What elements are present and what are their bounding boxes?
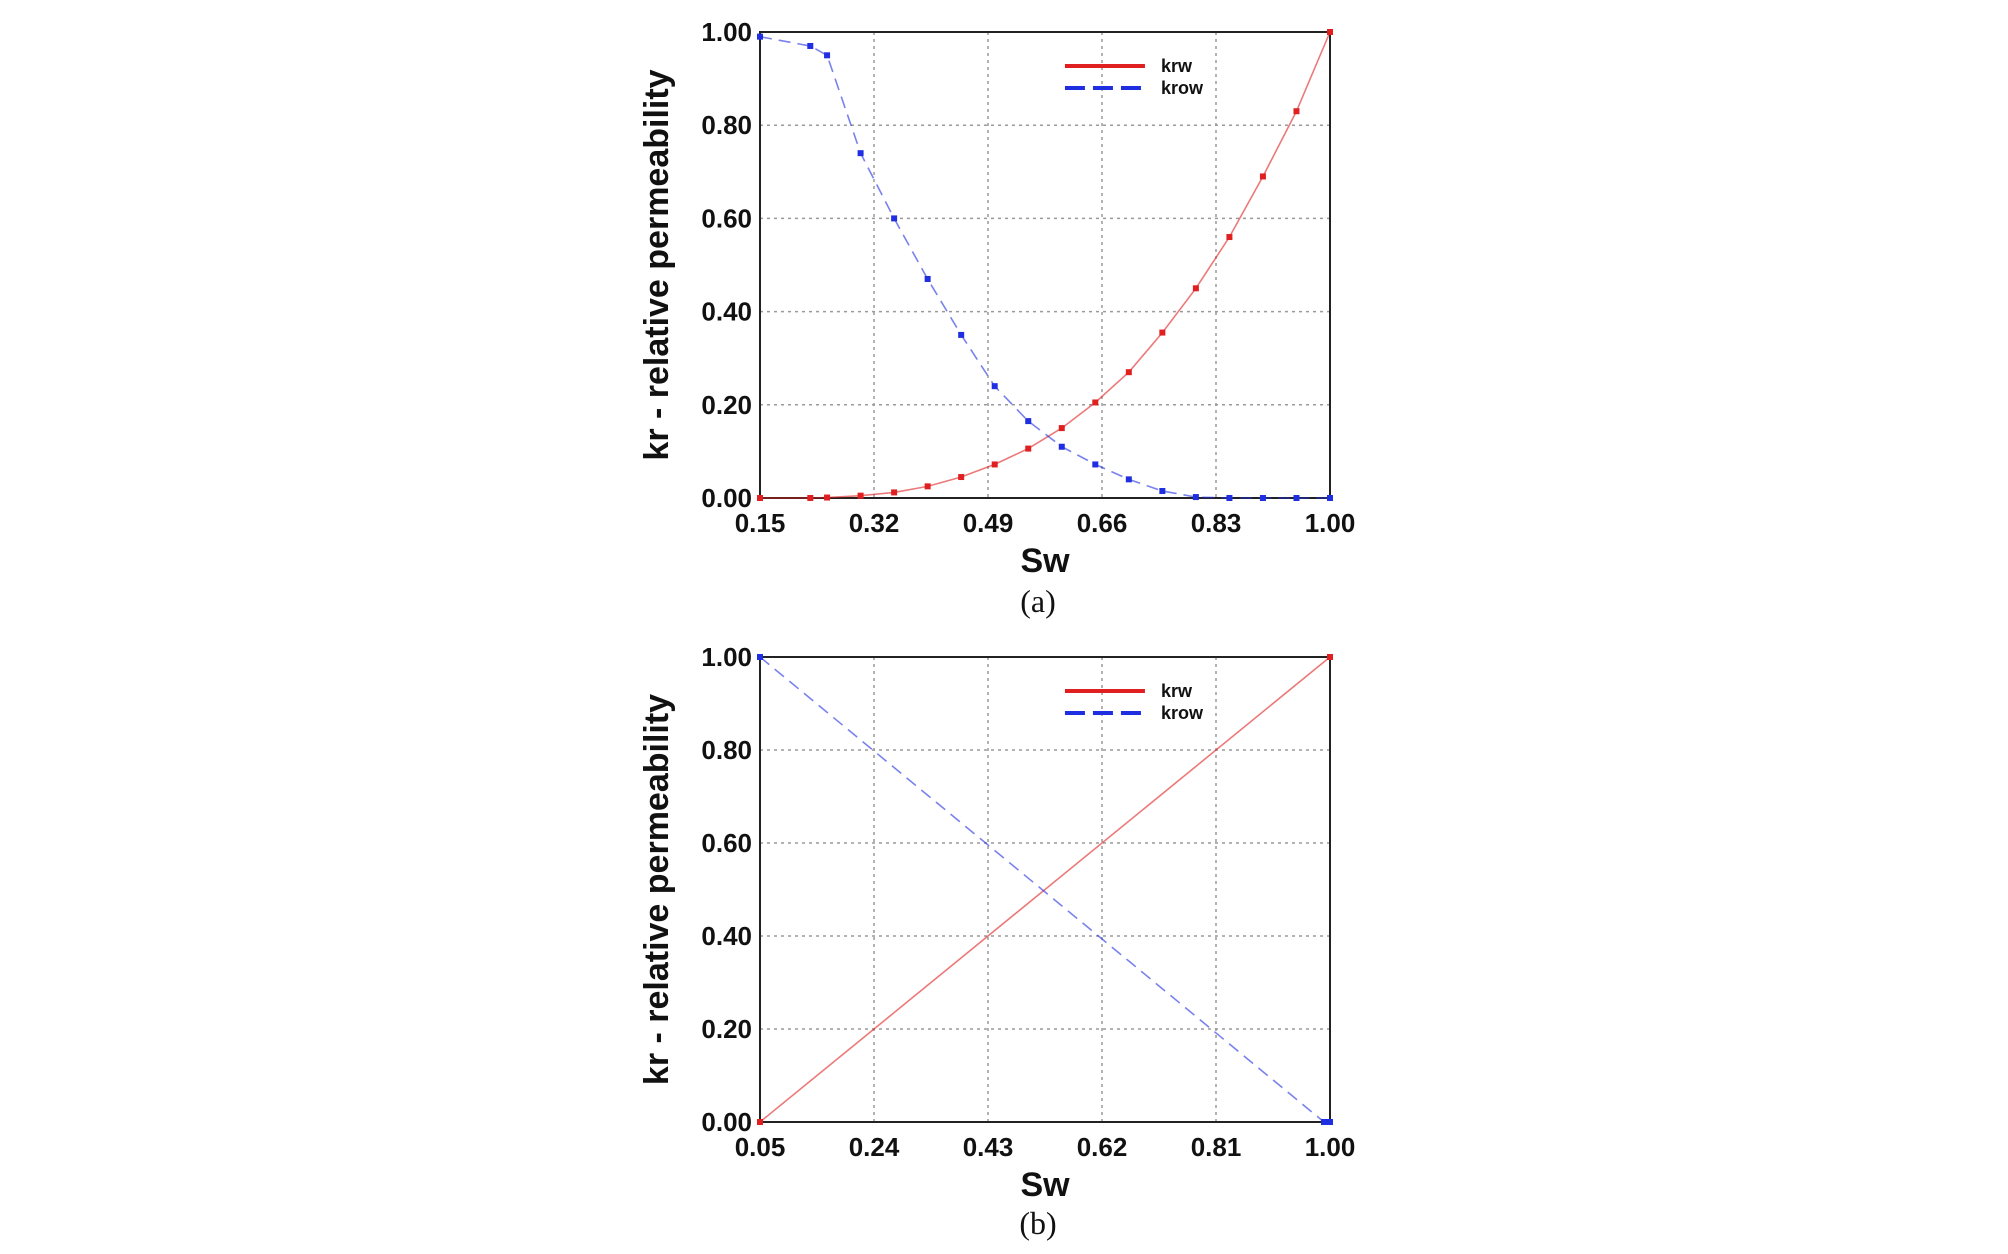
x-tick-label: 0.24 bbox=[849, 1132, 900, 1162]
data-point-krow bbox=[1327, 495, 1333, 501]
legend-label-krw: krw bbox=[1161, 56, 1193, 76]
y-tick-label: 0.40 bbox=[701, 297, 752, 327]
series-line-krw bbox=[760, 31, 1331, 499]
data-point-krw bbox=[757, 1119, 763, 1125]
data-point-krw bbox=[757, 495, 763, 501]
y-tick-label: 0.00 bbox=[701, 483, 752, 513]
x-tick-label: 0.81 bbox=[1191, 1132, 1242, 1162]
x-tick-label: 1.00 bbox=[1305, 508, 1356, 538]
y-axis-label: kr - relative permeability bbox=[638, 69, 676, 460]
y-tick-label: 0.20 bbox=[701, 390, 752, 420]
data-point-krow bbox=[1259, 495, 1266, 501]
data-point-krow bbox=[1321, 1119, 1327, 1125]
data-point-krow bbox=[991, 383, 998, 390]
data-point-krow bbox=[891, 215, 898, 222]
data-point-krow bbox=[1327, 1119, 1333, 1125]
data-point-krow bbox=[1226, 495, 1233, 501]
data-point-krw bbox=[924, 483, 931, 490]
x-tick-label: 0.62 bbox=[1077, 1132, 1128, 1162]
y-tick-label: 0.40 bbox=[701, 921, 752, 951]
data-point-krow bbox=[1058, 443, 1065, 450]
data-point-krow bbox=[958, 331, 965, 338]
y-tick-label: 0.20 bbox=[701, 1014, 752, 1044]
y-tick-label: 0.00 bbox=[701, 1107, 752, 1137]
data-point-krw bbox=[857, 492, 864, 499]
data-point-krow bbox=[1025, 418, 1032, 425]
y-tick-label: 0.80 bbox=[701, 110, 752, 140]
data-point-krw bbox=[824, 494, 831, 501]
data-point-krw bbox=[1159, 329, 1166, 336]
data-point-krw bbox=[958, 474, 965, 481]
data-point-krw bbox=[891, 489, 898, 496]
data-point-krw bbox=[1327, 29, 1333, 35]
x-tick-label: 0.66 bbox=[1077, 508, 1128, 538]
data-point-krow bbox=[807, 42, 814, 49]
series-line-krow bbox=[759, 35, 1330, 499]
x-tick-label: 0.43 bbox=[963, 1132, 1014, 1162]
y-tick-label: 1.00 bbox=[701, 17, 752, 47]
x-tick-label: 0.05 bbox=[735, 1132, 786, 1162]
y-axis-label: kr - relative permeability bbox=[638, 694, 676, 1085]
data-point-krow bbox=[757, 33, 763, 40]
data-point-krow bbox=[824, 52, 831, 59]
plot-frame bbox=[759, 656, 1331, 1123]
x-axis-label: Sw bbox=[1020, 1166, 1070, 1204]
x-axis-label: Sw bbox=[1020, 542, 1070, 580]
panel-caption: (b) bbox=[1019, 1205, 1056, 1241]
data-point-krw bbox=[1192, 285, 1199, 292]
data-point-krow bbox=[1293, 495, 1300, 501]
data-point-krow bbox=[757, 654, 763, 660]
data-point-krw bbox=[1293, 108, 1300, 115]
legend-label-krow: krow bbox=[1161, 78, 1204, 98]
x-tick-label: 1.00 bbox=[1305, 1132, 1356, 1162]
data-point-krow bbox=[1159, 488, 1166, 495]
chart-panel-a: 0.15 0.32 0.49 0.66 0.83 1.00 0.00 0.20 0.40 0.60… bbox=[638, 17, 1355, 619]
x-tick-label: 0.83 bbox=[1191, 508, 1242, 538]
x-tick-label: 0.49 bbox=[963, 508, 1014, 538]
data-point-krw bbox=[1125, 369, 1132, 376]
x-tick-label: 0.32 bbox=[849, 508, 900, 538]
data-point-krw bbox=[1058, 425, 1065, 432]
panel-caption: (a) bbox=[1020, 583, 1056, 619]
data-point-krow bbox=[1092, 461, 1099, 468]
data-point-krw bbox=[1092, 399, 1099, 406]
data-point-krw bbox=[1259, 173, 1266, 180]
data-point-krw bbox=[1025, 445, 1032, 452]
y-tick-label: 1.00 bbox=[701, 642, 752, 672]
data-point-krow bbox=[857, 150, 864, 157]
data-point-krw bbox=[807, 495, 814, 501]
plot-frame bbox=[759, 31, 1331, 499]
data-point-krw bbox=[1226, 234, 1233, 241]
chart-panel-b: 0.05 0.24 0.43 0.62 0.81 1.00 0.00 0.20 0.40 0.60… bbox=[638, 642, 1355, 1241]
y-tick-label: 0.60 bbox=[701, 828, 752, 858]
data-point-krw bbox=[1327, 654, 1333, 660]
data-point-krow bbox=[924, 275, 931, 282]
legend-label-krw: krw bbox=[1161, 681, 1193, 701]
legend-label-krow: krow bbox=[1161, 703, 1204, 723]
data-point-krow bbox=[1192, 494, 1199, 501]
series-line-krw bbox=[759, 656, 1331, 1123]
y-tick-label: 0.60 bbox=[701, 203, 752, 233]
y-tick-label: 0.80 bbox=[701, 735, 752, 765]
data-point-krow bbox=[1125, 476, 1132, 483]
x-tick-label: 0.15 bbox=[735, 508, 786, 538]
data-point-krw bbox=[991, 461, 998, 468]
